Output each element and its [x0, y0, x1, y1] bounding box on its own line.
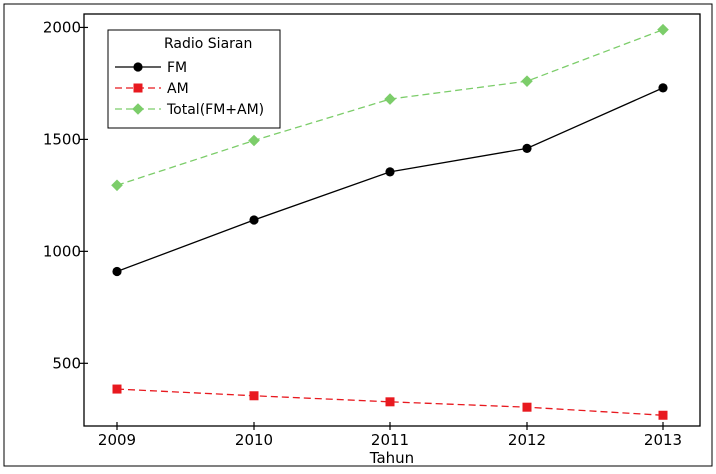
data-point — [385, 167, 395, 177]
x-tick-label: 2009 — [98, 431, 136, 449]
legend-entry: AM — [115, 81, 189, 97]
series-layer — [111, 23, 669, 420]
legend-marker — [133, 83, 143, 93]
legend-marker — [132, 103, 144, 115]
data-point — [385, 397, 395, 407]
data-point — [657, 23, 669, 36]
data-point — [111, 179, 123, 192]
x-tick-label: 2012 — [508, 431, 546, 449]
data-point — [658, 410, 668, 420]
legend: Radio Siaran FM AM Total(FM+AM) — [107, 29, 281, 129]
legend-marker — [133, 62, 143, 72]
y-tick-label: 1500 — [43, 130, 81, 148]
data-point — [112, 384, 122, 394]
data-point — [248, 134, 260, 147]
x-tick-label: 2010 — [235, 431, 273, 449]
x-tick-label: 2011 — [371, 431, 409, 449]
legend-entry: Total(FM+AM) — [115, 102, 264, 118]
x-tick-label: 2013 — [644, 431, 682, 449]
x-axis-title: Tahun — [369, 449, 414, 467]
data-point — [521, 75, 533, 87]
legend-entries: FM AM Total(FM+AM) — [115, 60, 264, 118]
data-point — [522, 143, 532, 153]
legend-label: AM — [167, 81, 189, 97]
series-3 — [111, 23, 669, 192]
legend-title: Radio Siaran — [164, 36, 252, 52]
y-tick-label: 500 — [52, 354, 81, 372]
y-tick-label: 2000 — [43, 18, 81, 36]
legend-entry: FM — [115, 60, 187, 76]
data-point — [249, 215, 259, 225]
data-point — [384, 93, 396, 105]
data-point — [658, 83, 668, 93]
data-point — [249, 391, 259, 401]
legend-label: FM — [167, 60, 187, 76]
x-axis: 2009 2010 2011 2012 2013 — [98, 422, 682, 449]
y-axis: 500 1000 1500 2000 — [43, 18, 88, 372]
series-line — [116, 388, 664, 416]
series-2 — [112, 384, 668, 420]
data-point — [522, 402, 532, 412]
series-1 — [112, 83, 668, 277]
legend-label: Total(FM+AM) — [166, 102, 264, 118]
data-point — [112, 266, 122, 277]
y-tick-label: 1000 — [43, 242, 81, 260]
